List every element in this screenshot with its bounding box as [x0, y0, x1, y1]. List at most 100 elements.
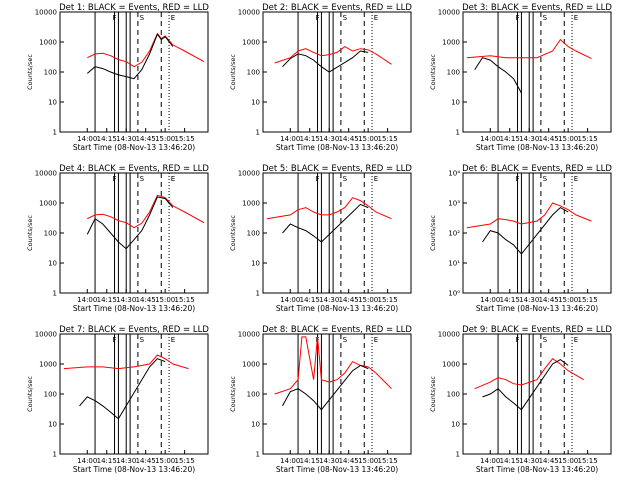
series-line-events	[482, 359, 569, 411]
panel-title: Det 8: BLACK = Events, RED = LLD	[262, 325, 412, 335]
plot-frame	[59, 333, 209, 455]
series-line-events	[86, 196, 174, 250]
y-axis-label: Counts/sec	[26, 54, 34, 90]
plot-frame	[262, 11, 412, 133]
x-tick-label: 15:15	[378, 135, 398, 143]
x-tick-label: 14:00	[280, 135, 300, 143]
series-line-lld	[87, 32, 205, 68]
series-line-lld	[466, 38, 592, 60]
y-tick-label: 1	[53, 451, 57, 459]
y-tick-label: 10	[251, 260, 260, 268]
x-tick-label: 14:30	[319, 457, 339, 465]
x-tick-label: 14:30	[116, 135, 136, 143]
x-tick-label: 14:45	[539, 457, 559, 465]
plot-frame	[462, 11, 612, 133]
x-tick-label: 14:15	[500, 135, 520, 143]
x-tick-label: 14:00	[480, 457, 500, 465]
panel-title: Det 3: BLACK = Events, RED = LLD	[462, 3, 612, 13]
x-tick-label: 14:00	[480, 296, 500, 304]
interval-marker-label: F	[516, 336, 520, 344]
series-line-lld	[63, 354, 189, 370]
interval-marker-label: F	[516, 175, 520, 183]
y-tick-label: 10000	[238, 9, 260, 17]
y-tick-label: 10³	[448, 200, 460, 208]
interval-marker-label: S	[140, 336, 145, 344]
plot-frame	[262, 333, 412, 455]
x-tick-label: 14:15	[97, 457, 117, 465]
x-tick-label: 15:00	[155, 135, 175, 143]
interval-marker-label: E	[574, 336, 578, 344]
series-line-events	[474, 57, 522, 94]
x-tick-label: 14:45	[539, 296, 559, 304]
detector-panel: Det 7: BLACK = Events, RED = LLD 1 10 100 10…	[26, 325, 209, 474]
y-tick-label: 1000	[242, 200, 260, 208]
x-tick-label: 14:45	[136, 457, 156, 465]
y-tick-label: 1	[256, 290, 260, 298]
x-tick-label: 15:00	[358, 296, 378, 304]
series-line-events	[482, 206, 569, 255]
x-tick-label: 14:45	[136, 296, 156, 304]
y-tick-label: 100	[44, 391, 57, 399]
y-tick-label: 1000	[39, 361, 57, 369]
x-tick-label: 15:00	[358, 135, 378, 143]
interval-marker-label: S	[343, 14, 348, 22]
x-tick-label: 14:00	[77, 135, 97, 143]
x-tick-label: 14:45	[339, 296, 359, 304]
detector-panel: Det 6: BLACK = Events, RED = LLD 10⁰ 10¹ 10…	[429, 164, 612, 313]
y-axis-label: Counts/sec	[429, 54, 437, 90]
y-tick-label: 100	[247, 69, 260, 77]
series-line-lld	[466, 202, 592, 229]
y-axis-label: Counts/sec	[26, 215, 34, 251]
x-tick-label: 14:30	[116, 296, 136, 304]
series-line-lld	[266, 197, 392, 220]
x-tick-label: 14:30	[519, 135, 539, 143]
x-tick-label: 14:00	[77, 457, 97, 465]
y-tick-label: 1000	[442, 361, 460, 369]
x-axis-label: Start Time (08-Nov-13 13:46:20)	[476, 304, 598, 313]
panel-title: Det 6: BLACK = Events, RED = LLD	[462, 164, 612, 174]
detector-panel: Det 8: BLACK = Events, RED = LLD 1 10 100 10…	[229, 325, 412, 474]
detector-panel: Det 9: BLACK = Events, RED = LLD 1 10 100 10…	[429, 325, 612, 474]
x-tick-label: 15:15	[175, 296, 195, 304]
x-tick-label: 14:15	[500, 296, 520, 304]
x-tick-label: 14:30	[319, 135, 339, 143]
series-line-events	[282, 203, 369, 243]
y-tick-label: 10	[48, 421, 57, 429]
x-tick-label: 15:15	[578, 457, 598, 465]
x-axis-label: Start Time (08-Nov-13 13:46:20)	[73, 143, 195, 152]
x-tick-label: 15:15	[578, 135, 598, 143]
y-tick-label: 1	[256, 451, 260, 459]
y-tick-label: 1	[53, 129, 57, 137]
y-tick-label: 10	[251, 99, 260, 107]
y-tick-label: 100	[447, 391, 460, 399]
interval-marker-label: E	[374, 175, 378, 183]
y-tick-label: 100	[247, 391, 260, 399]
x-tick-label: 14:00	[480, 135, 500, 143]
x-tick-label: 14:00	[77, 296, 97, 304]
x-axis-label: Start Time (08-Nov-13 13:46:20)	[276, 465, 398, 474]
x-tick-label: 14:30	[519, 296, 539, 304]
plot-frame	[59, 11, 209, 133]
y-tick-label: 10⁴	[448, 170, 460, 178]
x-tick-label: 14:15	[300, 457, 320, 465]
panel-title: Det 1: BLACK = Events, RED = LLD	[59, 3, 209, 13]
interval-marker-label: F	[113, 14, 117, 22]
y-tick-label: 10²	[448, 230, 460, 238]
y-tick-label: 1	[53, 290, 57, 298]
interval-marker-label: F	[316, 175, 320, 183]
x-tick-label: 15:15	[378, 296, 398, 304]
panel-title: Det 9: BLACK = Events, RED = LLD	[462, 325, 612, 335]
x-tick-label: 14:15	[300, 135, 320, 143]
x-tick-label: 15:00	[155, 296, 175, 304]
y-tick-label: 1000	[442, 39, 460, 47]
y-tick-label: 10¹	[448, 260, 460, 268]
y-tick-label: 1	[456, 451, 460, 459]
interval-marker-label: E	[374, 336, 378, 344]
series-line-lld	[474, 358, 584, 390]
interval-marker-label: E	[574, 175, 578, 183]
y-tick-label: 10⁰	[448, 290, 460, 298]
y-tick-label: 10000	[438, 9, 460, 17]
x-tick-label: 14:45	[539, 135, 559, 143]
y-tick-label: 10000	[35, 170, 57, 178]
